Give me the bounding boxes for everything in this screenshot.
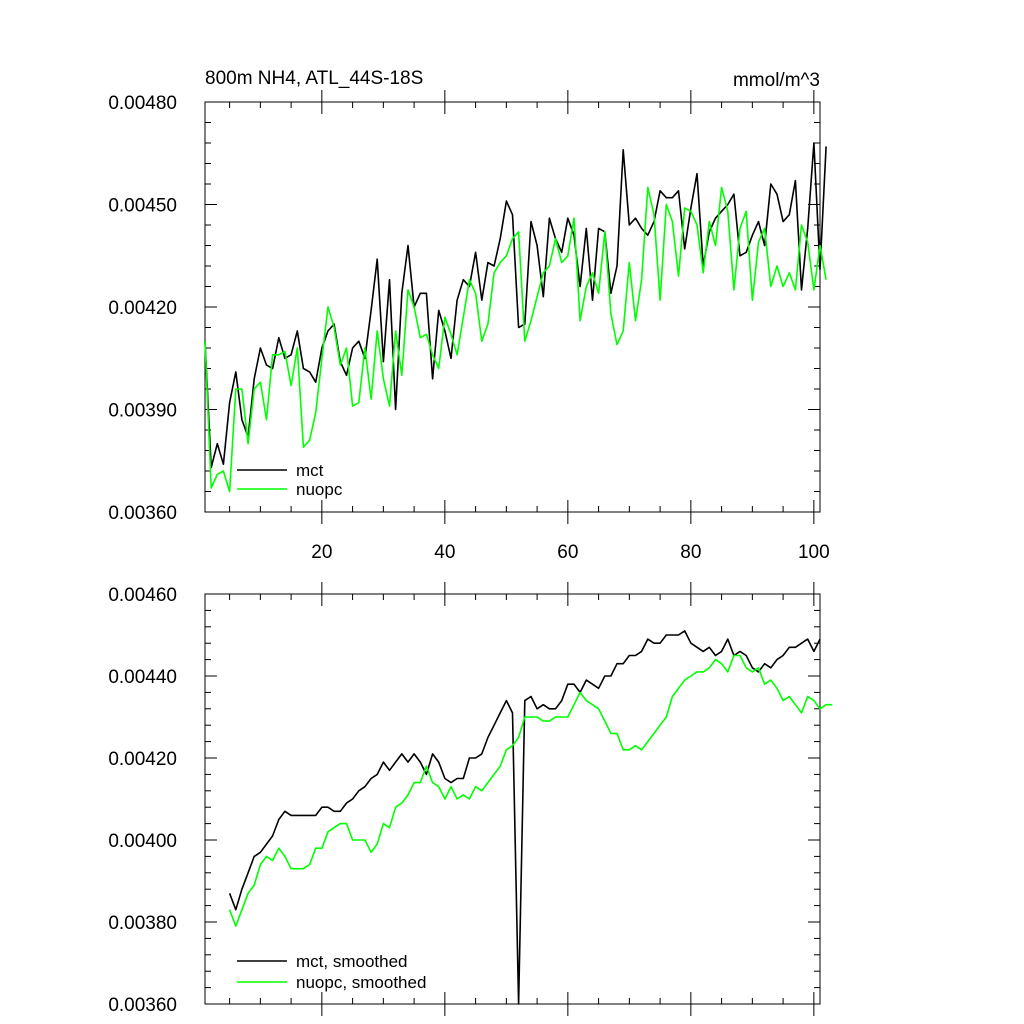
top-panel: 0.00360 0.00390 0.00420 0.00450 0.00480 20 40 6… [108,90,830,563]
series-line-nuopc [204,186,827,493]
y-tick-label: 0.00450 [108,196,177,217]
x-tick-label: 20 [311,542,332,563]
x-tick-label: 80 [680,542,701,563]
y-tick-label: 0.00360 [108,503,177,524]
x-tick-label: 100 [798,542,830,563]
chart-title: 800m NH4, ATL_44S-18S [205,68,423,89]
legend-label: nuopc [296,480,343,499]
y-tick-label: 0.00380 [108,913,177,934]
y-tick-label: 0.00480 [108,93,177,114]
bottom-panel: 0.00360 0.00380 0.00400 0.00420 0.00440 0.004… [108,582,833,1016]
legend-label: mct, smoothed [296,952,408,971]
legend-label: mct [296,461,324,480]
series-line-nuopc-smoothed [228,654,833,927]
y-tick-label: 0.00460 [108,585,177,606]
y-tick-label: 0.00360 [108,995,177,1016]
y-tick-label: 0.00440 [108,667,177,688]
y-tick-label: 0.00420 [108,298,177,319]
x-tick-label: 60 [557,542,578,563]
plot-frame [204,101,821,513]
y-tick-label: 0.00420 [108,749,177,770]
plot-frame [204,593,821,1005]
series-line-mct-smoothed [228,630,821,1005]
y-tick-label: 0.00400 [108,831,177,852]
x-tick-label: 40 [434,542,455,563]
y-tick-label: 0.00390 [108,401,177,422]
series-line-mct [204,142,827,469]
chart-units: mmol/m^3 [733,70,820,91]
legend-label: nuopc, smoothed [296,973,426,992]
